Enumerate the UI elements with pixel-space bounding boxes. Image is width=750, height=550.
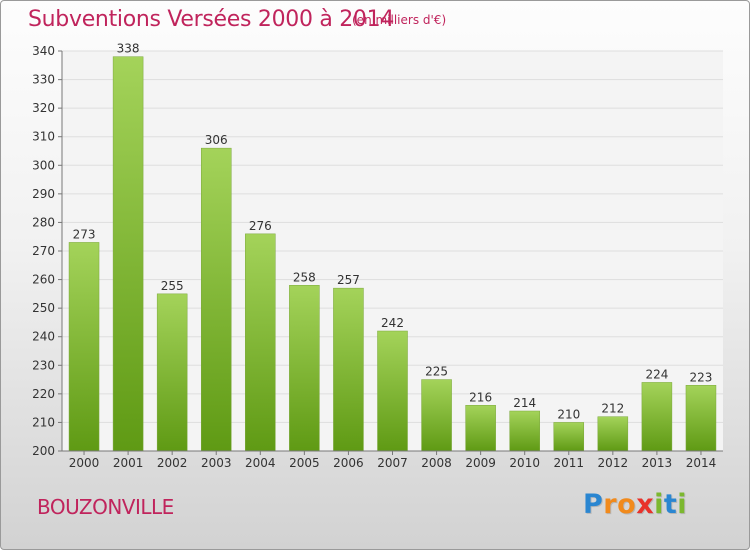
x-tick-label: 2007 — [377, 456, 408, 470]
bar — [377, 330, 408, 452]
y-tick-label: 320 — [32, 101, 55, 115]
data-label: 214 — [513, 396, 536, 410]
logo-letter: i — [677, 489, 688, 520]
x-tick-label: 2004 — [245, 456, 276, 470]
y-tick-label: 270 — [32, 244, 55, 258]
data-label: 273 — [73, 227, 96, 241]
logo-letter: r — [603, 489, 618, 520]
bar — [641, 382, 673, 452]
x-tick-label: 2001 — [113, 456, 144, 470]
y-tick-label: 220 — [32, 387, 55, 401]
logo-letter: t — [663, 489, 678, 520]
data-label: 223 — [690, 370, 713, 384]
bar — [112, 56, 144, 452]
chart-title: Subventions Versées 2000 à 2014 — [28, 7, 395, 32]
bar — [156, 293, 188, 452]
data-label: 255 — [161, 279, 184, 293]
y-tick-label: 310 — [32, 130, 55, 144]
y-tick-label: 330 — [32, 73, 55, 87]
chart-subtitle: (en milliers d'€) — [352, 13, 447, 27]
x-tick-label: 2011 — [553, 456, 584, 470]
proxiti-logo[interactable]: Proxiti — [583, 489, 687, 520]
data-label: 212 — [601, 402, 624, 416]
data-label: 216 — [469, 390, 492, 404]
logo-letter: i — [654, 489, 664, 520]
y-tick-label: 250 — [32, 301, 55, 315]
data-label: 276 — [249, 219, 272, 233]
axes: 200 210 220 230 240 250 260 270 280 290 300 310 320 3… — [32, 44, 723, 470]
x-tick-label: 2003 — [201, 456, 232, 470]
bar — [509, 410, 540, 452]
y-tick-label: 210 — [32, 415, 55, 429]
logo-letter: o — [617, 489, 637, 520]
x-tick-label: 2013 — [642, 456, 673, 470]
y-tick-label: 280 — [32, 215, 55, 229]
bar — [68, 242, 100, 452]
bar — [245, 233, 276, 452]
data-label: 224 — [645, 367, 668, 381]
x-tick-label: 2012 — [598, 456, 629, 470]
data-label: 258 — [293, 270, 316, 284]
bars — [68, 56, 717, 452]
y-tick-label: 300 — [32, 158, 55, 172]
data-label: 338 — [117, 42, 140, 56]
x-tick-label: 2008 — [421, 456, 452, 470]
data-label: 225 — [425, 365, 448, 379]
x-tick-label: 2000 — [69, 456, 100, 470]
bar — [465, 405, 496, 452]
bar — [597, 416, 629, 452]
bar — [553, 422, 585, 452]
y-tick-label: 230 — [32, 358, 55, 372]
y-tick-label: 200 — [32, 444, 55, 458]
logo-letter: P — [583, 489, 604, 520]
x-tick-label: 2014 — [686, 456, 717, 470]
bar — [421, 379, 452, 452]
x-tick-label: 2010 — [509, 456, 540, 470]
logo-letter: x — [636, 489, 655, 520]
bar — [289, 285, 320, 452]
bar — [200, 147, 232, 452]
data-label: 242 — [381, 316, 404, 330]
x-tick-label: 2006 — [333, 456, 364, 470]
bar — [685, 385, 717, 452]
data-labels: 273 338 255 306 276 258 257 242 225 216 214 210 212 2… — [73, 42, 713, 422]
data-label: 210 — [557, 407, 580, 421]
x-tick-label: 2002 — [157, 456, 188, 470]
y-tick-label: 290 — [32, 187, 55, 201]
place-name: BOUZONVILLE — [37, 495, 174, 519]
data-label: 257 — [337, 273, 360, 287]
x-tick-label: 2005 — [289, 456, 320, 470]
bar — [333, 287, 364, 452]
y-tick-label: 240 — [32, 330, 55, 344]
y-tick-label: 260 — [32, 273, 55, 287]
y-tick-label: 340 — [32, 44, 55, 58]
data-label: 306 — [205, 133, 228, 147]
x-tick-label: 2009 — [465, 456, 496, 470]
